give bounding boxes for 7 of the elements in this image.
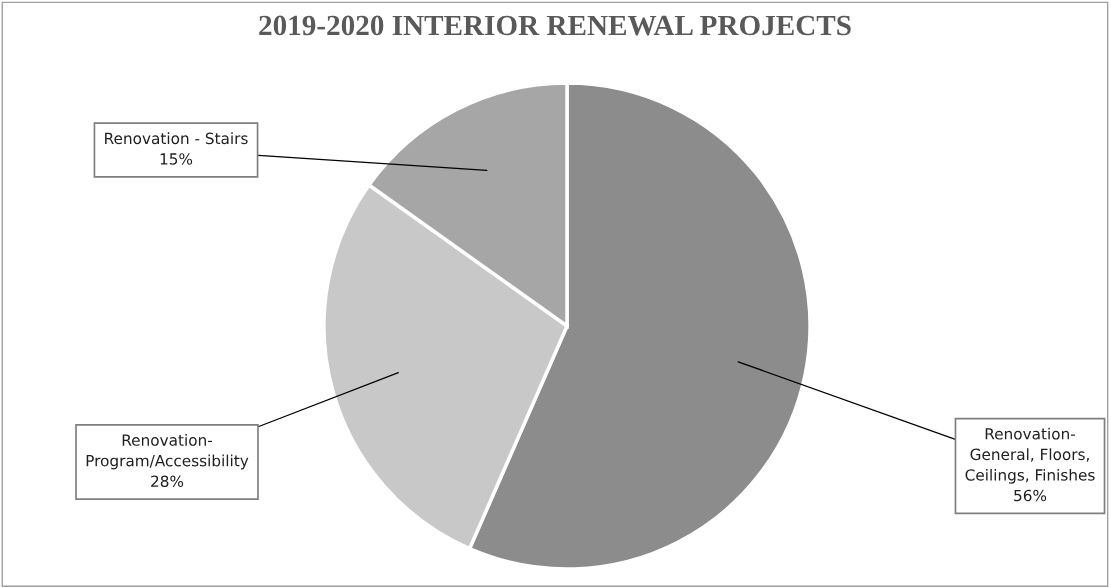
chart-title: 2019-2020 INTERIOR RENEWAL PROJECTS — [259, 15, 851, 36]
slice-label: Renovation - Stairs — [105, 132, 248, 145]
data-label: 28% — [151, 475, 184, 488]
slice-label: Renovation- Program/Accessibility — [86, 434, 249, 470]
data-label: 15% — [160, 153, 193, 165]
slice-label: Renovation- General, Floors, Ceilings, Finishes — [965, 427, 1095, 484]
data-label: 56% — [1014, 489, 1047, 502]
